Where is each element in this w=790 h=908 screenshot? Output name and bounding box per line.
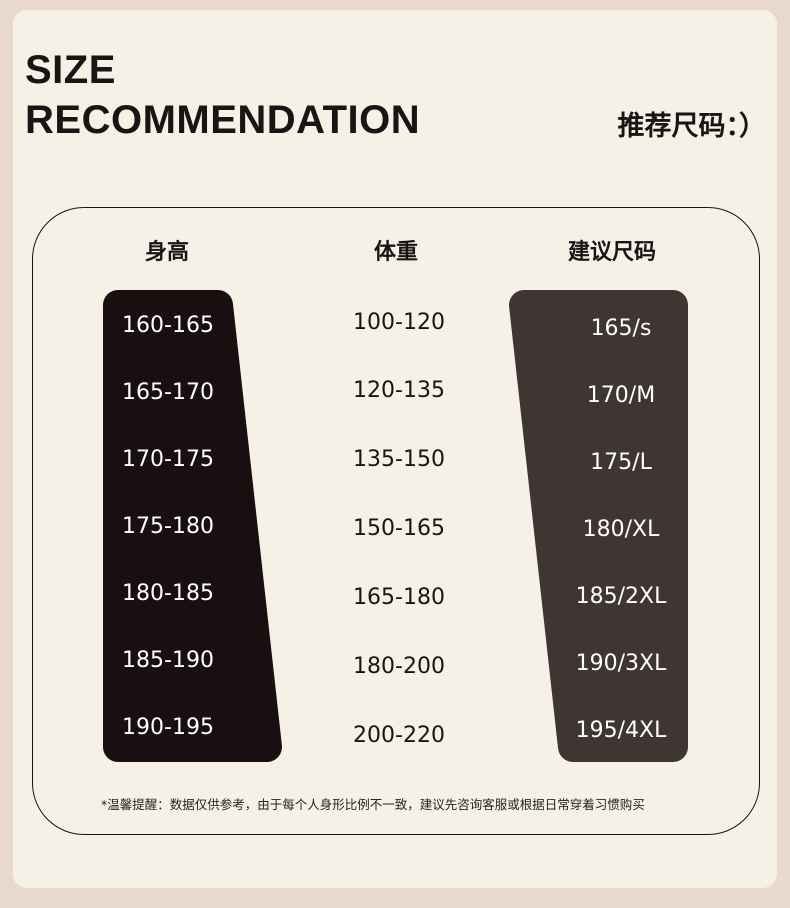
cell-size: 195/4XL <box>575 718 667 743</box>
subtitle: 推荐尺码：） <box>617 111 767 142</box>
cell-size: 165/s <box>590 316 652 341</box>
cell-height: 175-180 <box>122 514 214 539</box>
cell-size: 170/M <box>586 383 656 408</box>
cell-weight: 200-220 <box>353 723 445 748</box>
cell-size: 190/3XL <box>575 651 667 676</box>
cell-weight: 165-180 <box>353 585 445 610</box>
header-height: 身高 <box>144 240 190 265</box>
cell-weight: 100-120 <box>353 310 445 335</box>
disclaimer-note: *温馨提醒：数据仅供参考，由于每个人身形比例不一致，建议先咨询客服或根据日常穿着… <box>101 797 645 812</box>
cell-weight: 120-135 <box>353 378 445 403</box>
cell-height: 170-175 <box>122 447 214 472</box>
cell-weight: 135-150 <box>353 447 445 472</box>
cell-height: 185-190 <box>122 648 214 673</box>
cell-weight: 180-200 <box>353 654 445 679</box>
size-table-frame <box>32 207 760 835</box>
cell-size: 185/2XL <box>575 584 667 609</box>
cell-height: 160-165 <box>122 313 214 338</box>
header-weight: 体重 <box>373 240 419 265</box>
cell-height: 190-195 <box>122 715 214 740</box>
cell-size: 180/XL <box>582 517 660 542</box>
cell-height: 180-185 <box>122 581 214 606</box>
cell-height: 165-170 <box>122 380 214 405</box>
title-line-2: RECOMMENDATION <box>25 98 421 142</box>
cell-size: 175/L <box>590 450 652 475</box>
height-column-background <box>103 290 282 762</box>
cell-weight: 150-165 <box>353 516 445 541</box>
header-size: 建议尺码 <box>567 240 657 265</box>
title-line-1: SIZE <box>25 48 116 92</box>
size-column-background <box>509 290 688 762</box>
